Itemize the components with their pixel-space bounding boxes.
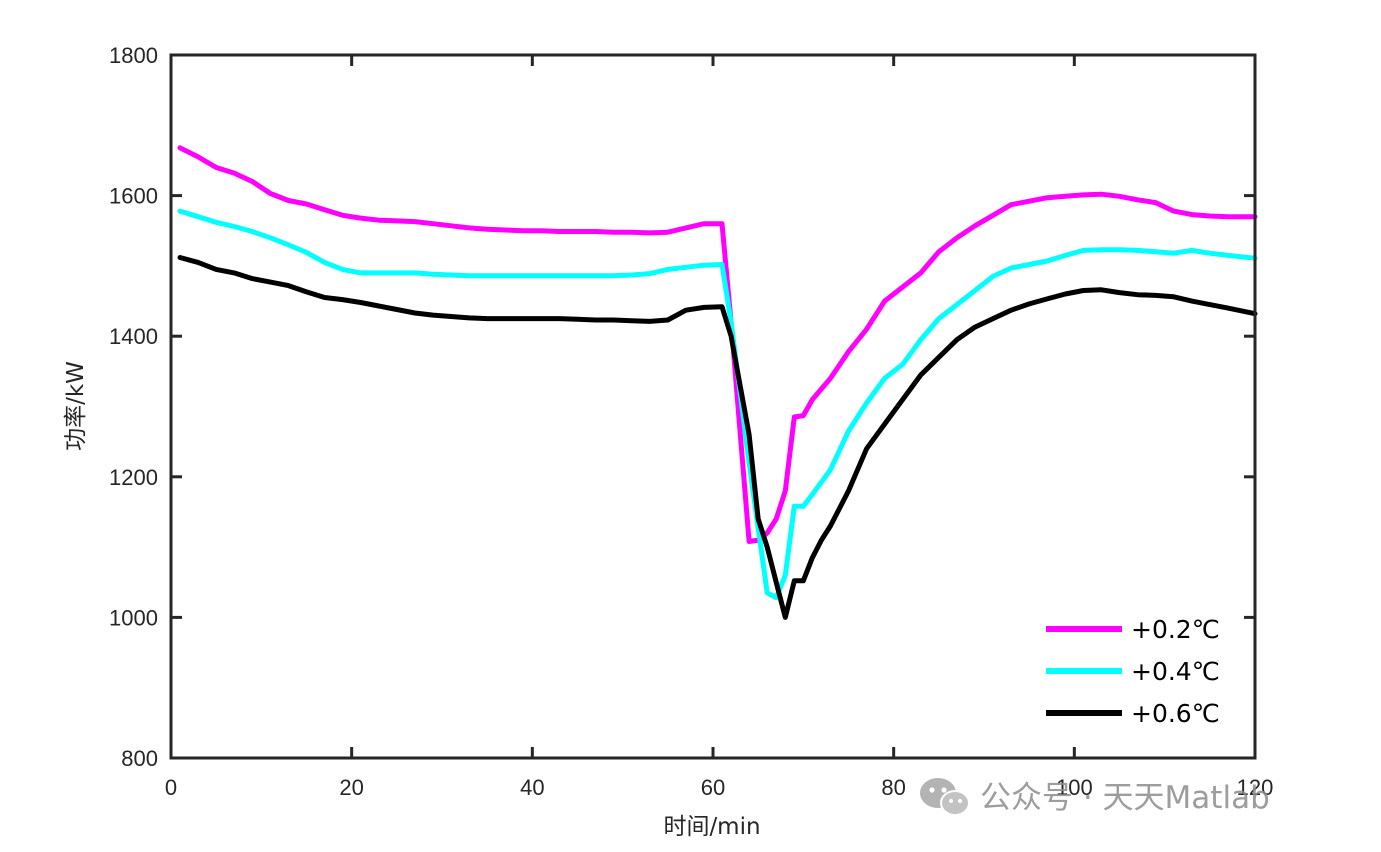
y-tick-label: 1600	[109, 184, 158, 209]
x-axis-label: 时间/min	[663, 814, 760, 840]
series-line-1	[177, 145, 1258, 544]
y-tick-label: 800	[121, 746, 158, 771]
x-tick-label: 80	[881, 775, 905, 800]
legend-label-2: +0.4℃	[1131, 657, 1220, 686]
x-tick-label: 100	[1056, 775, 1093, 800]
y-tick-label: 1400	[109, 324, 158, 349]
x-tick-label: 120	[1237, 775, 1274, 800]
axis-ticks	[169, 53, 1257, 760]
watermark-text: 公众号 · 天天Matlab	[980, 780, 1270, 816]
y-tick-label: 1200	[109, 465, 158, 490]
y-tick-label: 1800	[109, 43, 158, 68]
y-axis-label: 功率/kW	[63, 361, 89, 451]
legend: +0.2℃ +0.4℃ +0.6℃	[1046, 615, 1220, 728]
wechat-icon	[920, 778, 970, 816]
legend-label-3: +0.6℃	[1131, 699, 1220, 728]
x-tick-label: 40	[520, 775, 544, 800]
y-tick-label: 1000	[109, 605, 158, 630]
series-line-3	[177, 255, 1258, 620]
x-tick-label: 60	[701, 775, 725, 800]
x-tick-label: 20	[339, 775, 363, 800]
axis-tick-labels: 0 20 40 60 80 100 120 800 1000 1200 1400 1600 1800	[109, 43, 1273, 800]
watermark: 公众号 · 天天Matlab	[920, 778, 1270, 816]
x-tick-label: 0	[165, 775, 177, 800]
plot-lines	[177, 145, 1258, 620]
legend-label-1: +0.2℃	[1131, 615, 1220, 644]
series-line-2	[177, 208, 1258, 601]
